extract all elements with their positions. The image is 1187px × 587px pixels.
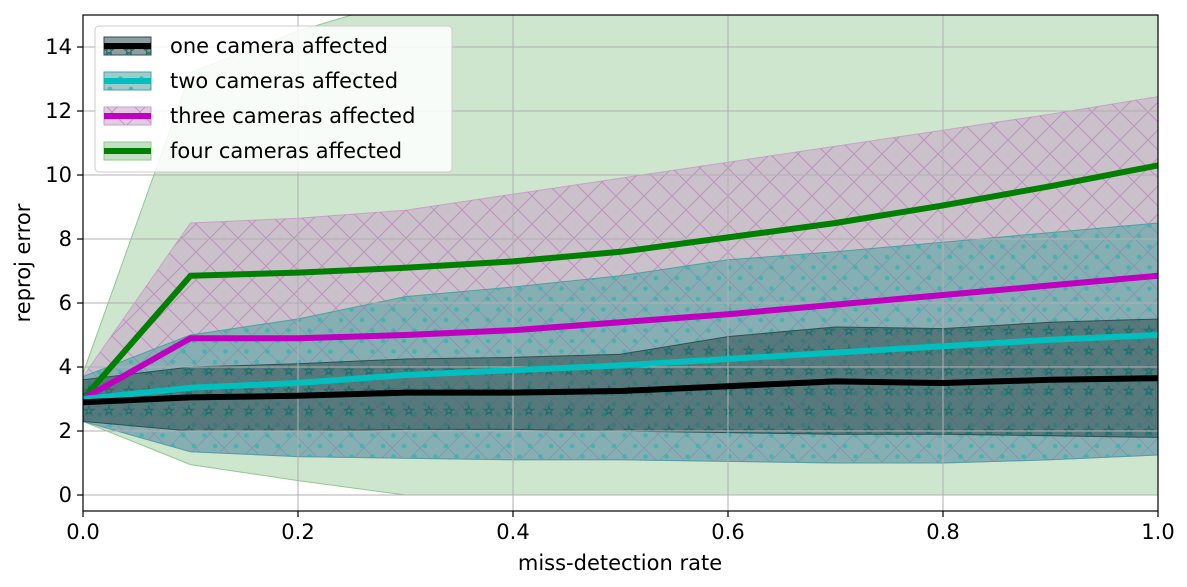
y-tick-label-12: 12 <box>45 99 72 123</box>
legend-entry-four-cameras-affected: four cameras affected <box>103 139 402 163</box>
x-tick-label-0.2: 0.2 <box>281 520 314 544</box>
plot-frame <box>82 14 1159 512</box>
y-tick-label-4: 4 <box>59 355 72 379</box>
y-tick-label-8: 8 <box>59 227 72 251</box>
x-axis-ticks: 0.0 0.2 0.4 0.6 0.8 1.0 <box>66 511 1175 544</box>
x-tick-label-0.0: 0.0 <box>66 520 99 544</box>
legend-entry-two-cameras-affected: two cameras affected <box>103 69 398 93</box>
legend-label-three-cameras-affected: three cameras affected <box>170 104 415 128</box>
legend-label-one-camera-affected: one camera affected <box>170 34 388 58</box>
line-four-cameras-affected <box>83 162 1158 401</box>
x-tick-label-0.8: 0.8 <box>926 520 959 544</box>
legend-label-four-cameras-affected: four cameras affected <box>170 139 402 163</box>
y-tick-label-14: 14 <box>45 35 72 59</box>
x-tick-label-1.0: 1.0 <box>1141 520 1174 544</box>
y-tick-label-0: 0 <box>59 483 72 507</box>
legend: one camera affected two cameras affected t… <box>94 25 453 173</box>
y-tick-label-2: 2 <box>59 419 72 443</box>
x-tick-label-0.6: 0.6 <box>711 520 744 544</box>
line-three-cameras-affected <box>83 272 1158 402</box>
y-tick-label-10: 10 <box>45 163 72 187</box>
y-axis-ticks: 0 2 4 6 8 10 12 14 <box>45 35 83 507</box>
line-two-cameras-affected <box>83 332 1158 402</box>
series-lines <box>83 162 1158 406</box>
x-tick-label-0.4: 0.4 <box>496 520 529 544</box>
legend-entry-one-camera-affected: one camera affected <box>103 34 388 58</box>
y-axis-label: reproj error <box>11 203 35 322</box>
line-one-camera-affected <box>83 375 1158 406</box>
x-axis-label: miss-detection rate <box>518 551 722 575</box>
legend-entry-three-cameras-affected: three cameras affected <box>103 104 415 128</box>
legend-label-two-cameras-affected: two cameras affected <box>170 69 398 93</box>
legend-box <box>94 25 453 173</box>
y-tick-label-6: 6 <box>59 291 72 315</box>
